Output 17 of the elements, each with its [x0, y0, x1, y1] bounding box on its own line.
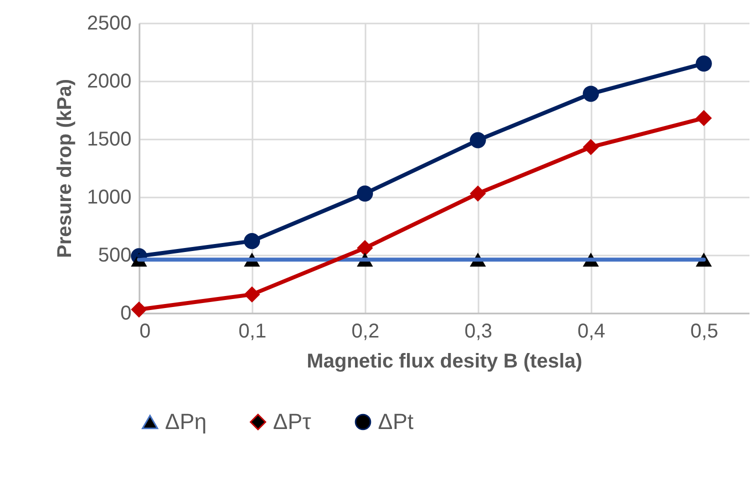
- y-tick-label: 2000: [87, 70, 132, 92]
- y-tick-label: 2500: [87, 12, 132, 34]
- y-tick-label: 1500: [87, 128, 132, 150]
- y-axis-title: Presure drop (kPa): [54, 79, 76, 258]
- x-tick-label: 0,3: [464, 320, 492, 342]
- legend-label: ΔPτ: [273, 409, 312, 434]
- legend-label: ΔPt: [378, 409, 414, 434]
- x-tick-label: 0,2: [352, 320, 380, 342]
- y-tick-label: 500: [98, 244, 132, 266]
- y-tick-label: 1000: [87, 186, 132, 208]
- x-tick-label: 0,1: [238, 320, 266, 342]
- x-tick-label: 0,4: [577, 320, 606, 342]
- x-tick-label: 0,5: [690, 320, 718, 342]
- y-tick-label: 0: [120, 302, 132, 324]
- x-axis-title: Magnetic flux desity B (tesla): [306, 350, 582, 372]
- x-tick-label: 0: [140, 320, 151, 342]
- legend-label: ΔPη: [165, 409, 207, 434]
